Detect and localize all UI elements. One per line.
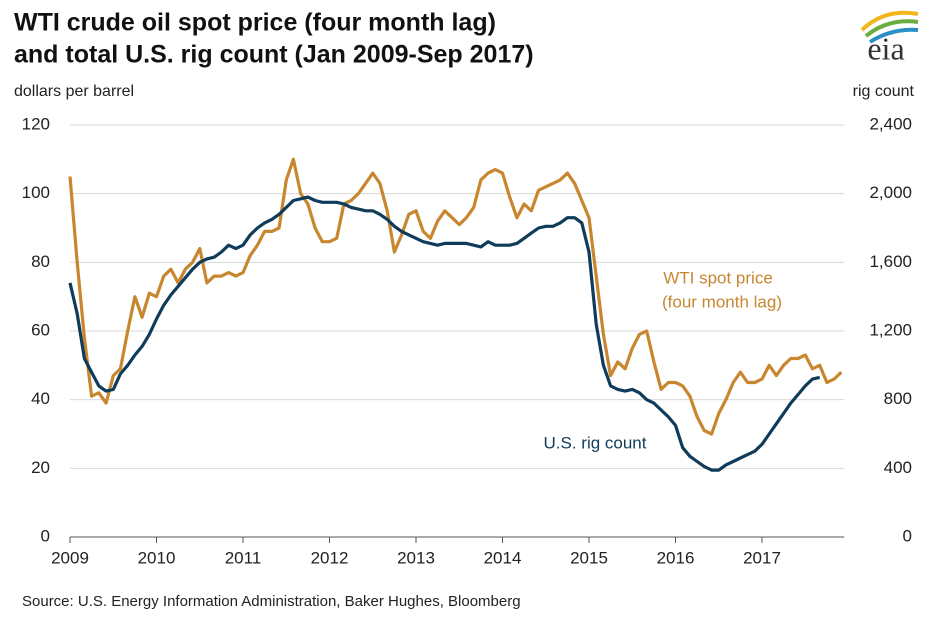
logo-arc [868,27,919,44]
y2-axis-label: rig count [853,83,915,100]
logo-text: eia [867,30,904,66]
series-label: (four month lag) [662,292,782,311]
series-line [68,157,843,436]
y2-tick-label: 2,400 [869,114,912,133]
y-tick-label: 120 [22,114,50,133]
y-tick-label: 80 [31,252,50,271]
y-axis-label: dollars per barrel [14,83,134,100]
y2-tick-label: 1,200 [869,320,912,339]
y-tick-label: 0 [41,526,50,545]
y2-tick-label: 400 [884,458,912,477]
x-tick-label: 2015 [570,548,608,567]
series-label: WTI spot price [663,268,773,287]
x-tick-label: 2013 [397,548,435,567]
y-tick-label: 60 [31,320,50,339]
x-tick-label: 2012 [311,548,349,567]
x-tick-label: 2009 [51,548,89,567]
y2-tick-label: 2,000 [869,183,912,202]
x-tick-label: 2010 [138,548,176,567]
x-tick-label: 2016 [657,548,695,567]
logo-arc [860,10,919,32]
logo-arc [864,19,919,38]
y-tick-label: 100 [22,183,50,202]
x-tick-label: 2011 [225,548,262,567]
y-tick-label: 20 [31,458,50,477]
series-line [68,195,821,472]
x-tick-label: 2017 [743,548,781,567]
y-tick-label: 40 [31,389,50,408]
y2-tick-label: 0 [903,526,912,545]
chart-title: WTI crude oil spot price (four month lag… [14,9,496,37]
source: Source: U.S. Energy Information Administ… [22,593,521,610]
x-tick-label: 2014 [484,548,522,567]
y2-tick-label: 800 [884,389,912,408]
chart-title: and total U.S. rig count (Jan 2009-Sep 2… [14,41,534,69]
series-label: U.S. rig count [544,433,647,452]
y2-tick-label: 1,600 [869,252,912,271]
logo: eia [860,10,919,66]
